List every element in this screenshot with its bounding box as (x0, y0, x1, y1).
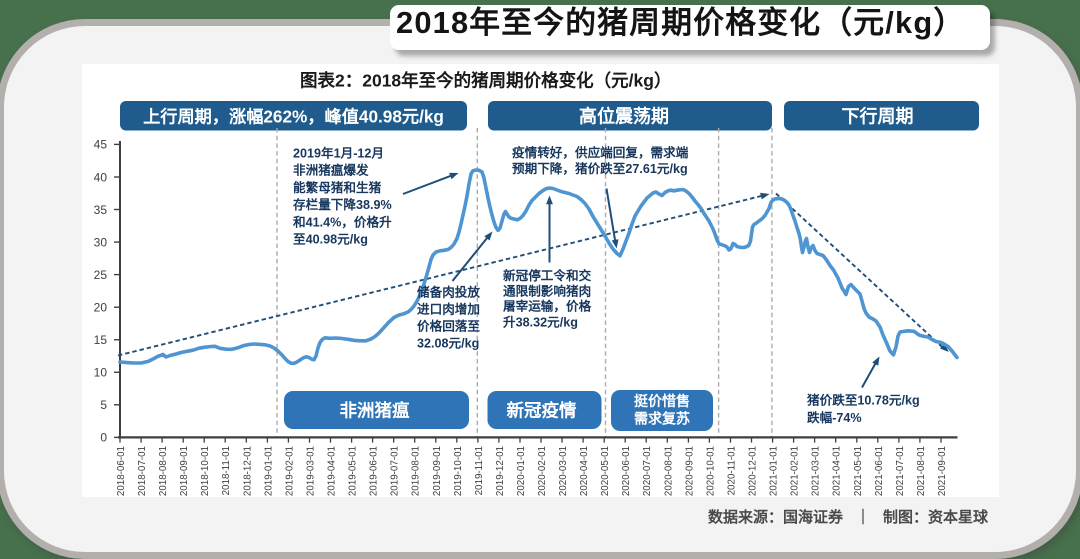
svg-text:2020-06-01: 2020-06-01 (621, 446, 632, 496)
svg-text:2020-10-01: 2020-10-01 (705, 446, 716, 496)
svg-text:2019-02-01: 2019-02-01 (284, 446, 295, 496)
svg-text:需求复苏: 需求复苏 (634, 411, 690, 427)
svg-text:2019-03-01: 2019-03-01 (306, 446, 317, 496)
svg-text:挺价惜售: 挺价惜售 (634, 393, 690, 409)
svg-text:0: 0 (100, 431, 107, 445)
svg-text:新冠停工令和交: 新冠停工令和交 (503, 268, 592, 283)
svg-text:储备肉投放: 储备肉投放 (417, 285, 480, 300)
svg-text:2019-06-01: 2019-06-01 (369, 446, 380, 496)
svg-text:2019-12-01: 2019-12-01 (495, 446, 506, 496)
svg-text:45: 45 (94, 138, 108, 152)
svg-text:10: 10 (94, 366, 108, 380)
svg-text:下行周期: 下行周期 (842, 106, 914, 127)
svg-text:2021-03-01: 2021-03-01 (811, 446, 822, 496)
svg-text:2020-12-01: 2020-12-01 (748, 446, 759, 496)
svg-text:2020-02-01: 2020-02-01 (537, 446, 548, 496)
svg-text:2021-05-01: 2021-05-01 (853, 446, 864, 496)
svg-text:升38.32元/kg: 升38.32元/kg (503, 315, 578, 330)
svg-text:2019-01-01: 2019-01-01 (263, 446, 274, 496)
svg-text:和41.4%，价格升: 和41.4%，价格升 (292, 214, 392, 229)
svg-text:通限制影响猪肉: 通限制影响猪肉 (503, 284, 591, 299)
svg-text:20: 20 (94, 301, 108, 315)
svg-text:30: 30 (94, 235, 108, 249)
svg-text:2020-09-01: 2020-09-01 (684, 446, 695, 496)
svg-text:数据来源：国海证券 ｜ 制图：资本星球: 数据来源：国海证券 ｜ 制图：资本星球 (708, 508, 989, 526)
svg-text:2020-08-01: 2020-08-01 (663, 446, 674, 496)
svg-text:25: 25 (94, 268, 108, 282)
svg-text:2019年1月-12月: 2019年1月-12月 (293, 146, 384, 161)
svg-text:40: 40 (94, 170, 108, 184)
svg-text:2021-01-01: 2021-01-01 (769, 446, 780, 496)
svg-text:2018-08-01: 2018-08-01 (158, 446, 169, 496)
svg-text:2019-08-01: 2019-08-01 (411, 446, 422, 496)
svg-text:上行周期，涨幅262%，峰值40.98元/kg: 上行周期，涨幅262%，峰值40.98元/kg (143, 107, 444, 127)
svg-text:2018-07-01: 2018-07-01 (137, 446, 148, 496)
svg-text:2020-03-01: 2020-03-01 (558, 446, 569, 496)
svg-text:2019-11-01: 2019-11-01 (474, 446, 485, 495)
svg-text:2019-04-01: 2019-04-01 (327, 446, 338, 496)
svg-text:疫情转好，供应端回复，需求端: 疫情转好，供应端回复，需求端 (512, 145, 689, 160)
svg-text:图表2：2018年至今的猪周期价格变化（元/kg）: 图表2：2018年至今的猪周期价格变化（元/kg） (300, 71, 671, 91)
svg-text:猪价跌至10.78元/kg: 猪价跌至10.78元/kg (806, 393, 920, 408)
svg-text:2019-10-01: 2019-10-01 (453, 446, 464, 496)
svg-text:2020-11-01: 2020-11-01 (727, 446, 738, 495)
svg-text:2018-06-01: 2018-06-01 (116, 446, 127, 496)
svg-text:35: 35 (94, 203, 108, 217)
svg-text:高位震荡期: 高位震荡期 (579, 106, 669, 127)
svg-text:2018-10-01: 2018-10-01 (200, 446, 211, 496)
svg-text:至40.98元/kg: 至40.98元/kg (293, 233, 368, 247)
svg-text:非洲猪瘟: 非洲猪瘟 (340, 401, 410, 421)
svg-text:2021-06-01: 2021-06-01 (874, 446, 885, 496)
svg-text:2021-04-01: 2021-04-01 (832, 446, 843, 496)
svg-text:预期下降，猪价跌至27.61元/kg: 预期下降，猪价跌至27.61元/kg (512, 161, 688, 176)
svg-text:存栏量下降38.9%: 存栏量下降38.9% (293, 197, 392, 212)
svg-text:跌幅-74%: 跌幅-74% (807, 410, 862, 425)
svg-text:2021-07-01: 2021-07-01 (895, 446, 906, 496)
svg-text:2019-09-01: 2019-09-01 (432, 446, 443, 496)
svg-text:能繁母猪和生猪: 能繁母猪和生猪 (293, 180, 382, 195)
svg-text:2021-09-01: 2021-09-01 (937, 446, 948, 496)
svg-text:5: 5 (100, 398, 107, 412)
svg-text:2018-12-01: 2018-12-01 (242, 446, 253, 496)
svg-text:价格回落至: 价格回落至 (417, 319, 480, 334)
svg-text:新冠疫情: 新冠疫情 (507, 401, 577, 421)
svg-text:2018-09-01: 2018-09-01 (179, 446, 190, 496)
svg-text:2021-08-01: 2021-08-01 (916, 446, 927, 496)
svg-text:15: 15 (94, 333, 108, 347)
svg-text:32.08元/kg: 32.08元/kg (417, 337, 479, 351)
svg-text:2020-07-01: 2020-07-01 (642, 446, 653, 496)
svg-text:2020-05-01: 2020-05-01 (600, 446, 611, 496)
svg-text:2019-05-01: 2019-05-01 (348, 446, 359, 496)
svg-text:非洲猪瘟爆发: 非洲猪瘟爆发 (293, 163, 369, 178)
svg-text:进口肉增加: 进口肉增加 (417, 302, 480, 317)
svg-text:屠宰运输，价格: 屠宰运输，价格 (503, 299, 592, 314)
svg-text:2021-02-01: 2021-02-01 (790, 446, 801, 496)
svg-text:2019-07-01: 2019-07-01 (390, 446, 401, 496)
svg-text:2018-11-01: 2018-11-01 (221, 446, 232, 495)
svg-text:2020-04-01: 2020-04-01 (579, 446, 590, 496)
svg-text:2020-01-01: 2020-01-01 (516, 446, 527, 496)
